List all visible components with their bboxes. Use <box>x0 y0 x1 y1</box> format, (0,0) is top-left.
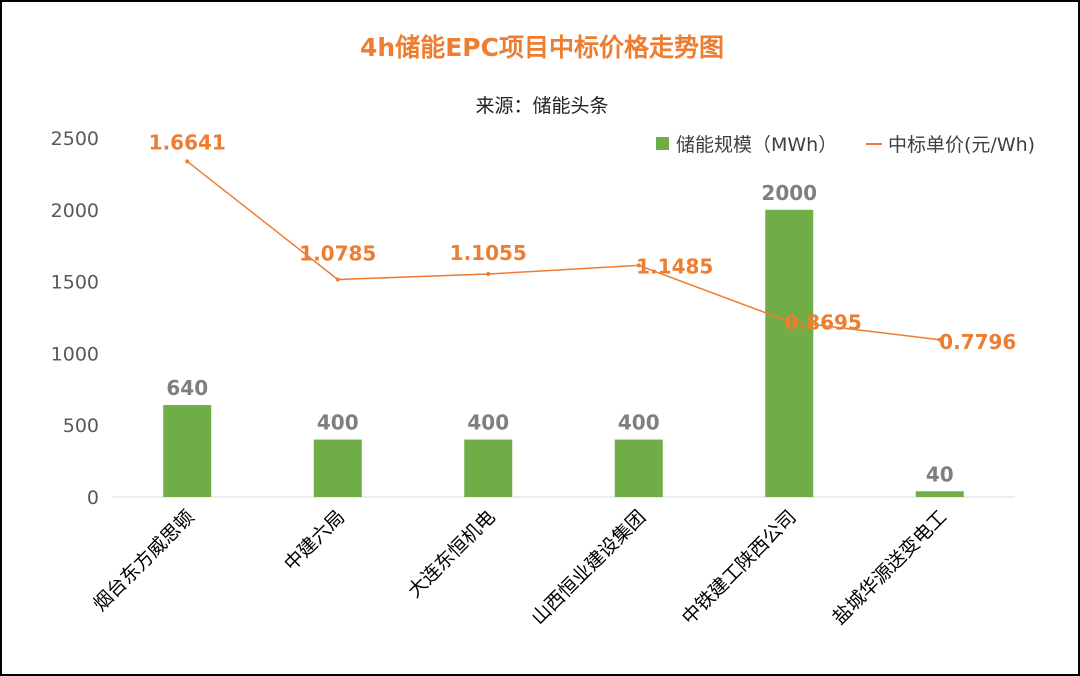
bar-data-label: 640 <box>166 376 208 400</box>
bar <box>313 439 362 497</box>
bar-data-label: 40 <box>926 462 954 486</box>
bar-data-label: 400 <box>467 411 509 435</box>
bar <box>614 439 663 497</box>
line-data-label: 1.0785 <box>299 242 376 266</box>
y-tick-label: 0 <box>87 487 99 509</box>
x-category-label: 烟台东方威思顿 <box>89 506 199 616</box>
line-point <box>486 272 491 277</box>
line-data-label: 0.8695 <box>785 311 862 335</box>
bar <box>163 405 212 497</box>
bar-data-label: 400 <box>618 411 660 435</box>
x-category-label: 大连东恒机电 <box>404 506 500 602</box>
chart-subtitle: 来源：储能头条 <box>475 95 608 117</box>
x-category-label: 中铁建工陕西公司 <box>678 506 801 629</box>
x-category-label: 中建六局 <box>280 506 349 575</box>
line-data-label: 1.1055 <box>450 241 527 265</box>
line-data-label: 1.1485 <box>636 254 713 278</box>
price-line <box>186 160 940 341</box>
bar-data-label: 2000 <box>761 181 817 205</box>
bar <box>915 491 964 497</box>
y-tick-label: 1000 <box>51 343 99 365</box>
bar <box>765 209 814 498</box>
line-point <box>335 277 340 282</box>
bar-data-label: 400 <box>317 411 359 435</box>
line-point <box>636 263 641 268</box>
line-data-label: 0.7796 <box>939 330 1016 354</box>
line-point <box>787 319 792 324</box>
legend-bar-label: 储能规模（MWh） <box>676 134 837 156</box>
line-point <box>185 159 190 164</box>
x-category-label: 盐城华源送变电工 <box>828 506 951 629</box>
line-point <box>937 337 942 342</box>
bar <box>464 439 513 497</box>
y-tick-label: 2000 <box>51 200 99 222</box>
legend-line-label: 中标单价(元/Wh) <box>888 134 1035 156</box>
y-tick-label: 1500 <box>51 272 99 294</box>
y-tick-label: 500 <box>63 415 99 437</box>
x-category-label: 山西恒业建设集团 <box>527 506 650 629</box>
legend-bar-swatch <box>656 137 669 150</box>
y-tick-label: 2500 <box>51 128 99 150</box>
legend: 储能规模（MWh） 中标单价(元/Wh) <box>656 134 1035 156</box>
chart-title: 4h储能EPC项目中标价格走势图 <box>360 33 724 62</box>
line-data-label: 1.6641 <box>149 130 226 154</box>
